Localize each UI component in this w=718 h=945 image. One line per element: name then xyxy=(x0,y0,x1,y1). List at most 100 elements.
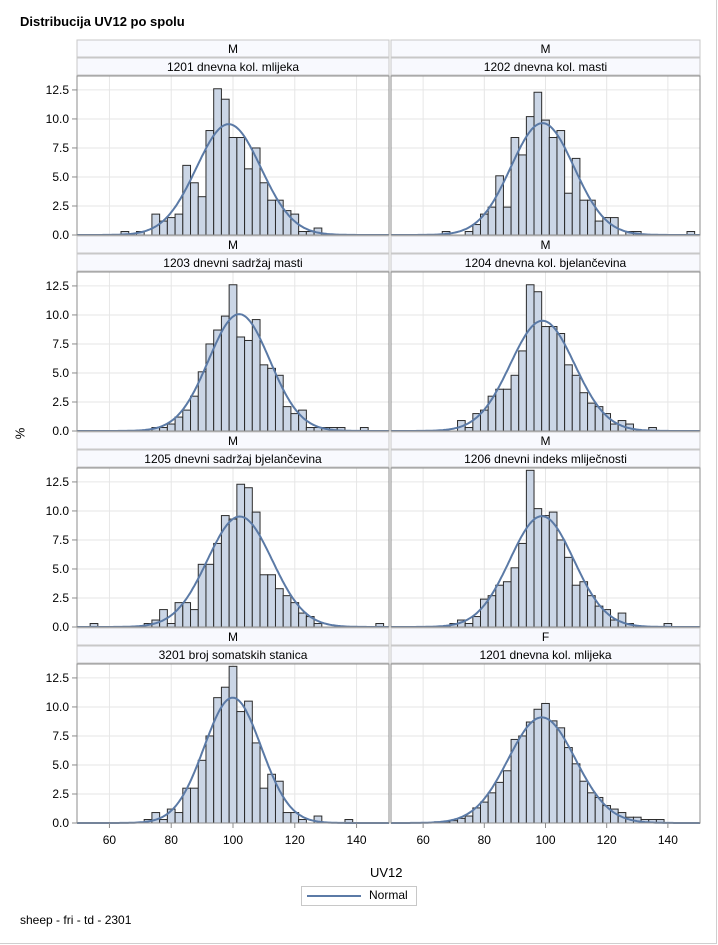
panel: M 1201 dnevna kol. mlijeka 0.0 2.5 5.0 7.5 10.… xyxy=(46,39,390,242)
histogram-bar xyxy=(556,727,566,824)
histogram-bar xyxy=(182,164,192,236)
panel-trait-label: 1203 dnevni sadržaj masti xyxy=(163,256,302,270)
x-tick-label: 60 xyxy=(103,833,117,847)
y-tick-label: 2.5 xyxy=(52,199,69,213)
y-tick-label: 0.0 xyxy=(52,816,69,830)
histogram-bar xyxy=(220,686,230,824)
histogram-bar xyxy=(220,98,230,236)
panel-trait-label: 1201 dnevna kol. mlijeka xyxy=(479,648,611,662)
y-tick-label: 12.5 xyxy=(46,671,70,685)
plot-frame xyxy=(390,75,701,236)
panel: M 1203 dnevni sadržaj masti 0.0 2.5 5.0 7.5 10… xyxy=(46,235,390,438)
y-tick-label: 2.5 xyxy=(52,395,69,409)
histogram-bar xyxy=(197,759,207,824)
panel-strip-trait xyxy=(390,645,701,664)
histogram-bar xyxy=(525,284,535,432)
histogram-bar xyxy=(587,792,596,824)
histogram-bar xyxy=(556,333,566,432)
panel-trait-label: 1204 dnevna kol. bjelančevina xyxy=(465,256,627,270)
histogram-bar xyxy=(251,147,261,236)
histogram-bar xyxy=(259,182,269,236)
histogram-bar xyxy=(313,623,323,628)
y-tick-label: 5.0 xyxy=(52,758,69,772)
panel-sex-label: M xyxy=(228,238,238,252)
panel-sex-label: M xyxy=(541,42,551,56)
x-tick-label: 80 xyxy=(165,833,179,847)
histogram-bar xyxy=(548,326,558,432)
histogram-bar xyxy=(525,469,535,628)
histogram-bar xyxy=(251,742,261,824)
panel: M 3201 broj somatskih stanica 0.0 2.5 5.0 7.5… xyxy=(46,627,390,847)
histogram-bar xyxy=(502,206,512,236)
x-tick-label: 120 xyxy=(285,833,305,847)
y-tick-label: 5.0 xyxy=(52,366,69,380)
histogram-bar xyxy=(472,224,481,236)
y-tick-label: 12.5 xyxy=(46,83,70,97)
histogram-bar xyxy=(290,413,300,432)
x-tick-label: 100 xyxy=(223,833,243,847)
histogram-bar xyxy=(205,563,215,628)
y-tick-label: 0.0 xyxy=(52,228,69,242)
histogram-bar xyxy=(564,747,573,824)
histogram-bar xyxy=(298,231,307,236)
panel-trait-label: 3201 broj somatskih stanica xyxy=(159,648,308,662)
histogram-bar xyxy=(228,665,238,824)
histogram-bar xyxy=(298,819,307,824)
histogram-bar xyxy=(182,409,192,432)
histogram-bar xyxy=(259,364,269,432)
panel-strip-trait xyxy=(390,449,701,468)
histogram-bar xyxy=(166,423,176,432)
y-tick-label: 5.0 xyxy=(52,562,69,576)
histogram-bar xyxy=(267,574,276,628)
histogram-bar xyxy=(571,763,581,824)
y-axis-label: % xyxy=(12,427,28,440)
histogram-bar xyxy=(587,595,596,628)
histogram-bar xyxy=(190,395,199,432)
legend-line-swatch xyxy=(307,895,361,897)
panel-strip-sex xyxy=(390,627,701,646)
panel-trait-label: 1205 dnevni sadržaj bjelančevina xyxy=(144,452,322,466)
x-tick-label: 140 xyxy=(658,833,678,847)
histogram-bar xyxy=(564,556,573,628)
histogram-bar xyxy=(259,787,269,824)
histogram-bar xyxy=(159,819,168,824)
legend: Normal xyxy=(301,886,417,906)
legend-label: Normal xyxy=(369,888,408,902)
histogram-bar xyxy=(518,350,527,432)
histogram-bar xyxy=(267,367,276,432)
histogram-bar xyxy=(487,206,497,236)
histogram-bar xyxy=(541,326,550,432)
histogram-bar xyxy=(548,720,558,824)
panel-strip-trait xyxy=(76,645,390,664)
histogram-bar xyxy=(495,584,504,628)
y-tick-label: 2.5 xyxy=(52,787,69,801)
histogram-bar xyxy=(579,780,589,824)
histogram-bar xyxy=(213,88,222,236)
histogram-bar xyxy=(571,374,581,432)
plot-frame xyxy=(76,467,390,628)
panel-sex-label: M xyxy=(228,630,238,644)
panel-sex-label: F xyxy=(542,630,549,644)
histogram-bar xyxy=(533,708,543,824)
y-tick-label: 2.5 xyxy=(52,591,69,605)
y-tick-label: 7.5 xyxy=(52,141,69,155)
histogram-bar xyxy=(495,781,504,824)
histogram-bar xyxy=(159,427,168,432)
histogram-bar xyxy=(502,770,512,824)
x-tick-label: 80 xyxy=(478,833,492,847)
panel-strip-sex xyxy=(76,235,390,254)
histogram-bar xyxy=(587,402,596,432)
histogram-bar xyxy=(244,487,253,628)
histogram-bar xyxy=(564,192,573,236)
histogram-bar xyxy=(594,220,604,236)
panel: M 1202 dnevna kol. masti xyxy=(390,39,701,236)
histogram-bar xyxy=(556,539,566,628)
histogram-bar xyxy=(244,339,253,432)
histogram-bar xyxy=(487,792,497,824)
histogram-bar xyxy=(548,137,558,236)
histogram-bar xyxy=(533,508,543,628)
histogram-bar xyxy=(525,721,535,824)
histogram-bar xyxy=(564,364,573,432)
histogram-bar xyxy=(190,182,199,236)
